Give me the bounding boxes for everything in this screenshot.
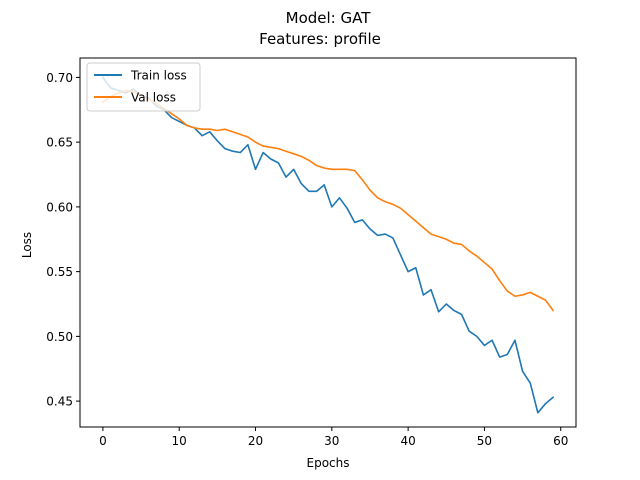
series-line-train-loss [101, 76, 555, 414]
y-tick-label: 0.60 [46, 200, 73, 214]
x-tick-label: 40 [400, 434, 415, 448]
legend: Train loss Val loss [86, 62, 201, 112]
y-axis: 0.45 0.50 0.55 0.60 0.65 0.70 [46, 71, 80, 409]
y-tick-label: 0.45 [46, 395, 73, 409]
y-axis-label: Loss [20, 232, 34, 258]
y-tick-label: 0.70 [46, 71, 73, 85]
y-tick-label: 0.65 [46, 136, 73, 150]
legend-label-val-loss: Val loss [131, 91, 176, 105]
x-axis: 0 10 20 30 40 50 60 [99, 427, 568, 448]
legend-label-train-loss: Train loss [130, 69, 187, 83]
x-tick-label: 50 [477, 434, 492, 448]
chart-title: Model: GAT [286, 9, 372, 27]
x-tick-label: 0 [99, 434, 107, 448]
plot-frame [79, 57, 577, 428]
x-tick-label: 30 [324, 434, 339, 448]
chart-subtitle: Features: profile [259, 30, 381, 48]
series-layer [101, 76, 555, 414]
x-tick-label: 10 [172, 434, 187, 448]
y-tick-label: 0.50 [46, 330, 73, 344]
series-line-val-loss [101, 89, 555, 312]
y-tick-label: 0.55 [46, 265, 73, 279]
x-axis-label: Epochs [307, 456, 350, 470]
x-tick-label: 60 [553, 434, 568, 448]
x-tick-label: 20 [248, 434, 263, 448]
